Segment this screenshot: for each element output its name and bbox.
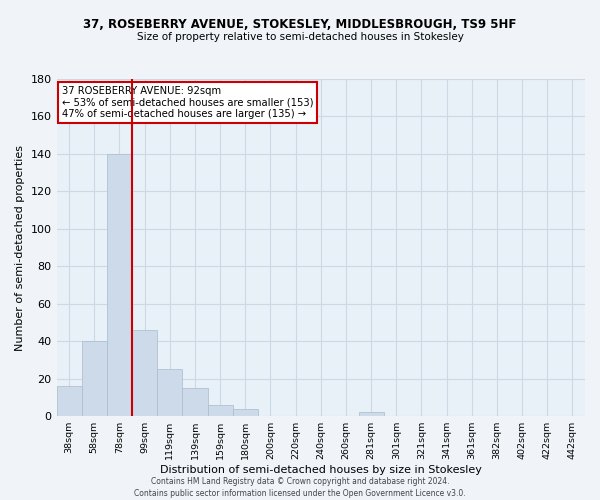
Text: 37, ROSEBERRY AVENUE, STOKESLEY, MIDDLESBROUGH, TS9 5HF: 37, ROSEBERRY AVENUE, STOKESLEY, MIDDLES…: [83, 18, 517, 30]
Bar: [82, 342, 107, 416]
Bar: [157, 370, 182, 416]
Text: Contains HM Land Registry data © Crown copyright and database right 2024.
Contai: Contains HM Land Registry data © Crown c…: [134, 476, 466, 498]
Bar: [233, 408, 258, 416]
Text: 37 ROSEBERRY AVENUE: 92sqm
← 53% of semi-detached houses are smaller (153)
47% o: 37 ROSEBERRY AVENUE: 92sqm ← 53% of semi…: [62, 86, 313, 119]
Bar: [56, 386, 82, 416]
Bar: [132, 330, 157, 416]
Bar: [107, 154, 132, 416]
Bar: [208, 405, 233, 416]
Bar: [182, 388, 208, 416]
Bar: [359, 412, 383, 416]
Y-axis label: Number of semi-detached properties: Number of semi-detached properties: [15, 144, 25, 350]
Text: Size of property relative to semi-detached houses in Stokesley: Size of property relative to semi-detach…: [137, 32, 463, 42]
X-axis label: Distribution of semi-detached houses by size in Stokesley: Distribution of semi-detached houses by …: [160, 465, 482, 475]
